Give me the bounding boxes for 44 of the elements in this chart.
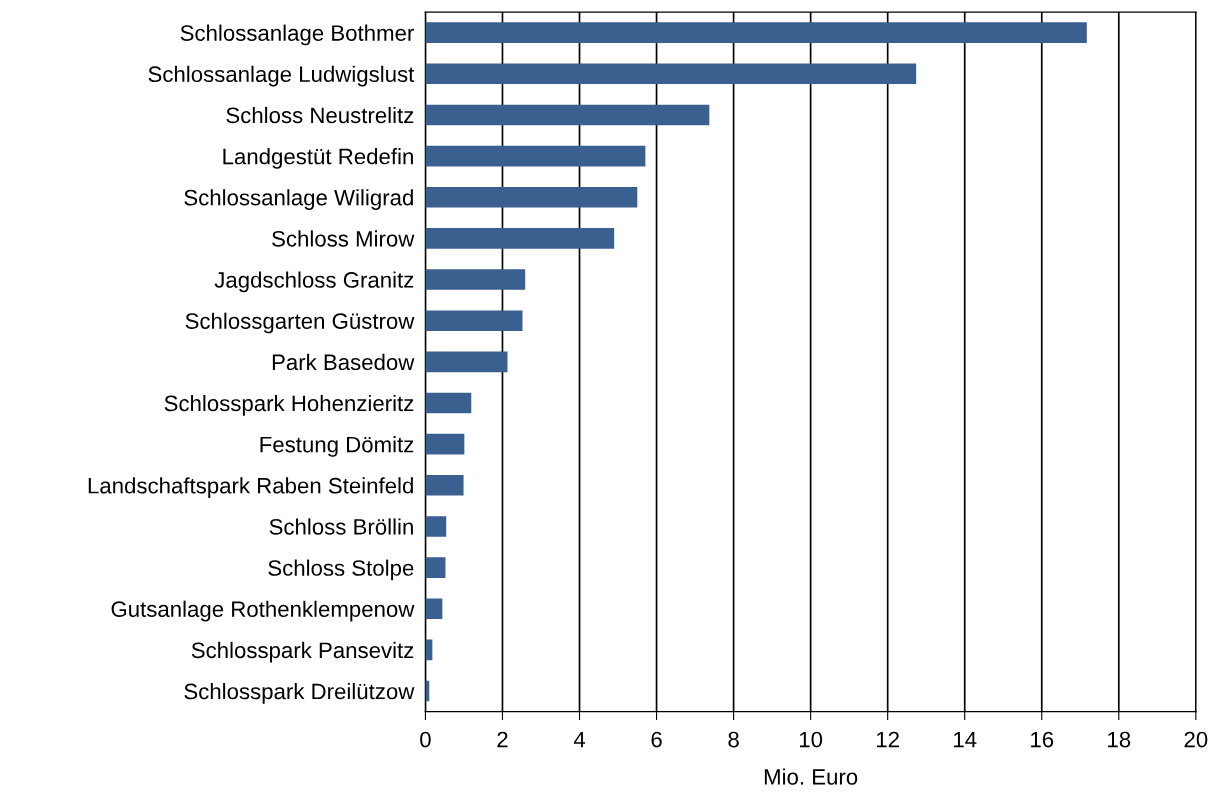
- y-tick-label: Schloss Bröllin: [269, 518, 413, 535]
- bar: [425, 310, 523, 331]
- bar: [425, 22, 1087, 43]
- bar: [425, 557, 446, 578]
- bar: [425, 392, 472, 414]
- bar: [425, 104, 710, 126]
- y-tick-label: Schlossanlage Bothmer: [180, 24, 414, 46]
- x-axis-title: Mio. Euro: [764, 768, 858, 785]
- x-tick-label: 2: [497, 731, 508, 748]
- bar: [425, 269, 526, 290]
- y-tick-label: Landschaftspark Raben Steinfeld: [88, 477, 413, 498]
- bar: [425, 186, 638, 208]
- bar: [425, 145, 646, 167]
- bar: [425, 516, 447, 537]
- x-tick-label: 18: [1108, 731, 1131, 748]
- x-tick-label: 12: [877, 731, 899, 748]
- y-tick-label: Jagdschloss Granitz: [214, 271, 414, 293]
- x-tick-label: 6: [651, 731, 662, 748]
- y-tick-label: Gutsanlage Rothenklempenow: [111, 600, 415, 622]
- x-tick-label: 10: [799, 731, 823, 748]
- bar: [425, 228, 615, 249]
- x-tick-label: 4: [573, 731, 586, 748]
- x-tick-label: 8: [728, 731, 739, 748]
- x-tick-label: 16: [1031, 731, 1054, 748]
- bar: [425, 63, 917, 85]
- y-tick-label: Schlosspark Pansevitz: [191, 641, 414, 663]
- bar: [425, 433, 465, 455]
- x-tick-label: 0: [420, 731, 431, 748]
- bar: [425, 351, 508, 373]
- y-tick-label: Schloss Neustrelitz: [226, 106, 414, 124]
- y-tick-label: Schlossgarten Güstrow: [185, 312, 415, 334]
- y-tick-label: Park Basedow: [272, 353, 415, 371]
- y-tick-label: Festung Dömitz: [260, 436, 414, 457]
- y-tick-label: Schlosspark Hohenzieritz: [164, 394, 414, 416]
- y-tick-label: Schlossanlage Wiligrad: [184, 189, 413, 210]
- x-tick-label: 14: [954, 731, 977, 748]
- y-tick-label: Schloss Stolpe: [268, 559, 414, 581]
- bar: [425, 475, 464, 496]
- y-tick-label: Landgestüt Redefin: [223, 148, 413, 169]
- y-tick-label: Schlossanlage Ludwigslust: [148, 65, 415, 87]
- bar: [425, 598, 443, 620]
- x-tick-label: 20: [1184, 731, 1208, 748]
- y-tick-label: Schlosspark Dreilützow: [184, 682, 415, 704]
- y-tick-label: Schloss Mirow: [272, 230, 415, 247]
